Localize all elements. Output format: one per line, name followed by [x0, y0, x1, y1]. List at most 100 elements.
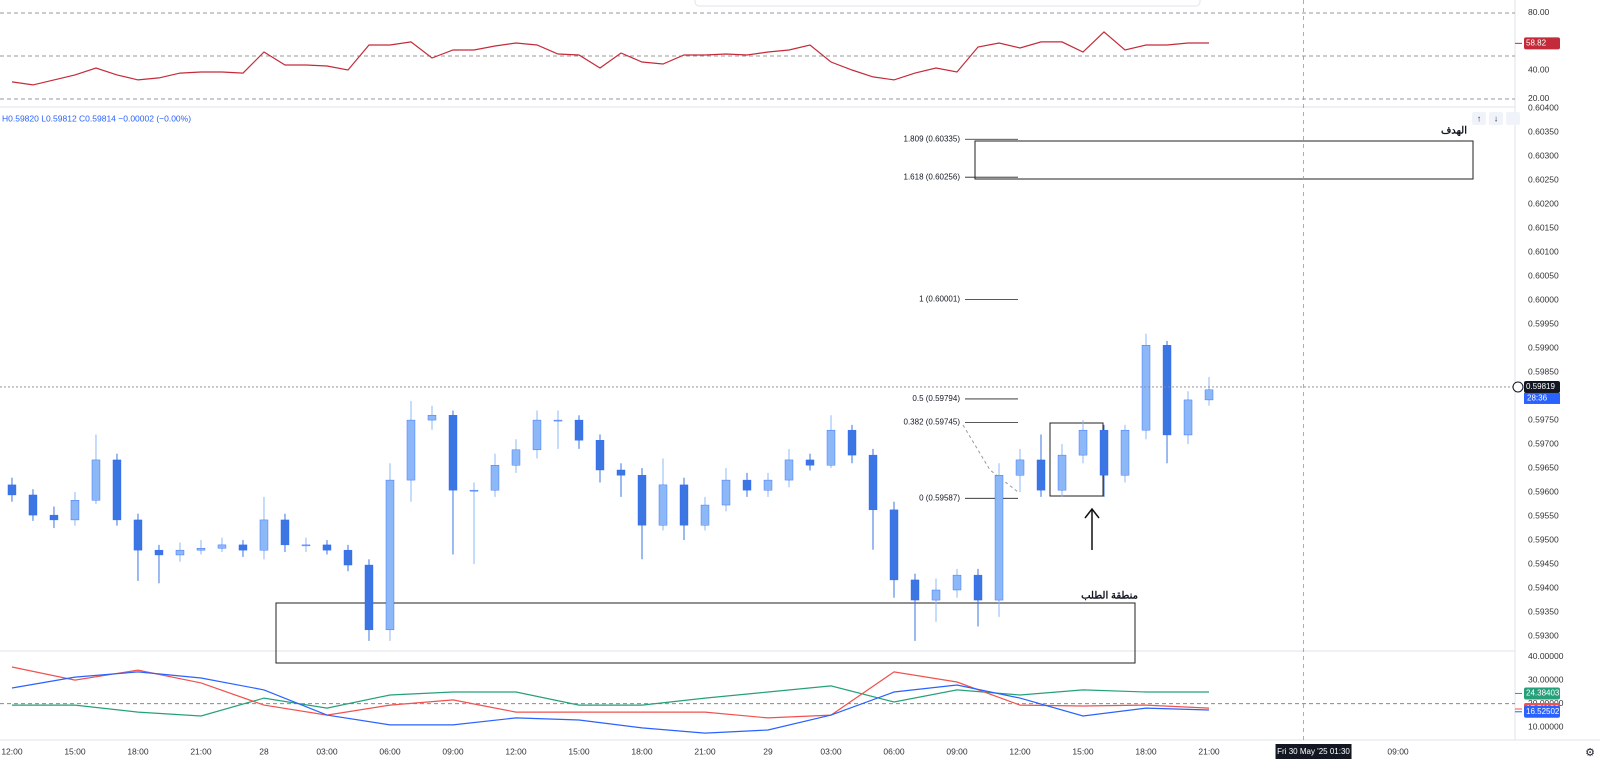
- candle-body: [175, 549, 185, 556]
- x-tick-label: 18:00: [127, 746, 149, 756]
- candle-body: [427, 415, 437, 421]
- candle-body: [196, 548, 206, 551]
- crosshair-label: Fri 30 May '25 01:30: [1277, 747, 1350, 756]
- settings-icon[interactable]: ⚙: [1585, 747, 1595, 759]
- candle-body: [574, 419, 584, 441]
- candle-body: [931, 589, 941, 601]
- x-tick-label: 09:00: [1387, 746, 1409, 756]
- candle-body: [742, 479, 752, 491]
- demand-zone-box: [275, 602, 1136, 664]
- candle-body: [28, 494, 38, 516]
- y-tick-label: 0.59350: [1528, 606, 1559, 616]
- candle-body: [910, 579, 920, 601]
- y-tick-label: 0.59550: [1528, 510, 1559, 520]
- candle-body: [406, 419, 416, 481]
- candle-body: [1204, 389, 1214, 401]
- maximize-button[interactable]: [1506, 112, 1520, 125]
- y-tick-label: 0.60250: [1528, 174, 1559, 184]
- candle-body: [259, 519, 269, 551]
- x-tick-label: 15:00: [64, 746, 86, 756]
- up-icon: ↑: [1477, 113, 1481, 123]
- candle-body: [595, 440, 605, 471]
- candle-body: [763, 479, 773, 491]
- last-price-bg: [1524, 380, 1560, 393]
- fib-level-label: 1 (0.60001): [919, 295, 960, 304]
- fib-level-label: 0 (0.59587): [919, 493, 960, 502]
- move-up-button[interactable]: [1472, 112, 1486, 125]
- move-down-button[interactable]: [1489, 112, 1503, 125]
- y-tick-label: 20.00000: [1528, 698, 1564, 708]
- last-value-label: 58.82: [1526, 38, 1547, 47]
- x-tick-label: 06:00: [883, 746, 905, 756]
- x-tick-label: 21:00: [694, 746, 716, 756]
- fib-level-label: 1.809 (0.60335): [904, 134, 961, 143]
- x-tick-label: 09:00: [946, 746, 968, 756]
- candle-body: [700, 504, 710, 526]
- series-line: [12, 685, 1209, 717]
- y-tick-label: 10.00000: [1528, 721, 1564, 731]
- candle-body: [889, 509, 899, 581]
- x-tick-label: 12:00: [505, 746, 527, 756]
- candle-body: [49, 514, 59, 521]
- y-tick-label: 0.60200: [1528, 198, 1559, 208]
- candle-body: [1162, 345, 1172, 436]
- x-tick-label: 18:00: [1135, 746, 1157, 756]
- candle-body: [322, 544, 332, 551]
- x-tick-label: 03:00: [820, 746, 842, 756]
- y-tick-label: 0.59450: [1528, 558, 1559, 568]
- x-tick-label: 21:00: [1198, 746, 1220, 756]
- candle-body: [1183, 399, 1193, 436]
- candle-body: [868, 454, 878, 511]
- y-tick-label: 40.00: [1528, 65, 1550, 75]
- last-value-label-bg: [1524, 705, 1560, 718]
- last-value-label: 16.52502: [1526, 707, 1560, 716]
- candle-body: [469, 489, 479, 492]
- y-tick-label: 0.59500: [1528, 534, 1559, 544]
- x-tick-label: 12:00: [1009, 746, 1031, 756]
- target-label: الهدف: [1441, 126, 1467, 137]
- toolbar[interactable]: [694, 0, 1201, 7]
- fib-level-label: 0.5 (0.59794): [912, 394, 960, 403]
- candle-body: [973, 574, 983, 601]
- demand-zone-label: منطقة الطلب: [1081, 591, 1138, 602]
- down-icon: ↓: [1494, 113, 1498, 123]
- x-tick-label: 29: [763, 746, 773, 756]
- candle-body: [616, 469, 626, 476]
- candle-body: [637, 475, 647, 526]
- y-tick-label: 0.59400: [1528, 582, 1559, 592]
- candle-body: [1120, 429, 1130, 476]
- y-tick-label: 80.00: [1528, 7, 1550, 17]
- y-tick-label: 0.59650: [1528, 462, 1559, 472]
- candle-body: [112, 459, 122, 521]
- countdown-bg: [1524, 392, 1560, 404]
- y-tick-label: 0.60400: [1528, 102, 1559, 112]
- candle-body: [91, 459, 101, 501]
- candle-body: [280, 519, 290, 546]
- candle-body: [7, 484, 17, 496]
- series-line: [11, 666, 1210, 719]
- candle-body: [679, 484, 689, 526]
- y-tick-label: 0.60150: [1528, 222, 1559, 232]
- y-tick-label: 40.00000: [1528, 651, 1564, 661]
- y-tick-label: 0.60350: [1528, 126, 1559, 136]
- x-tick-label: 18:00: [631, 746, 653, 756]
- candle-body: [364, 564, 374, 631]
- y-tick-label: 0.60050: [1528, 270, 1559, 280]
- x-tick-label: 15:00: [1072, 746, 1094, 756]
- x-tick-label: 12:00: [1, 746, 23, 756]
- y-tick-label: 0.59300: [1528, 630, 1559, 640]
- ohlc-header: H0.59820 L0.59812 C0.59814 −0.00002 (−0.…: [2, 113, 191, 123]
- candle-body: [238, 544, 248, 551]
- candle-body: [154, 549, 164, 556]
- candle-body: [532, 419, 542, 451]
- candle-body: [385, 479, 395, 631]
- countdown: 28:36: [1527, 394, 1548, 403]
- price-scale-button[interactable]: [1512, 381, 1524, 393]
- candle-body: [70, 500, 80, 521]
- candle-body: [1015, 459, 1025, 476]
- pane-buttons: ↑ ↓: [1472, 112, 1520, 125]
- candle-body: [721, 479, 731, 506]
- x-tick-label: 03:00: [316, 746, 338, 756]
- series-line: [11, 671, 1210, 734]
